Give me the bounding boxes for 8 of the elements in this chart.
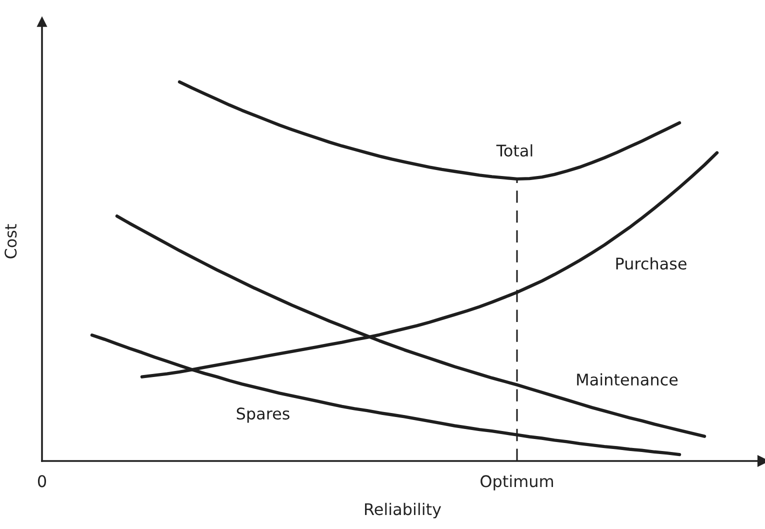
series-label: Maintenance: [577, 373, 678, 386]
series-label: Purchase: [616, 257, 686, 270]
x-tick-label: 0: [38, 475, 46, 488]
series-label: Spares: [236, 408, 290, 423]
x-axis-title: Reliability: [365, 502, 442, 518]
y-axis-title: Cost: [4, 224, 17, 258]
x-tick-label: Optimum: [480, 474, 553, 490]
series-label: Total: [496, 144, 532, 157]
